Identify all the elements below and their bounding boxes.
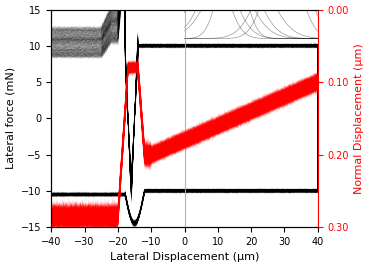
Y-axis label: Normal Displacement (μm): Normal Displacement (μm) bbox=[354, 43, 364, 194]
X-axis label: Lateral Displacement (μm): Lateral Displacement (μm) bbox=[110, 252, 259, 262]
Y-axis label: Lateral force (mN): Lateral force (mN) bbox=[6, 67, 16, 169]
